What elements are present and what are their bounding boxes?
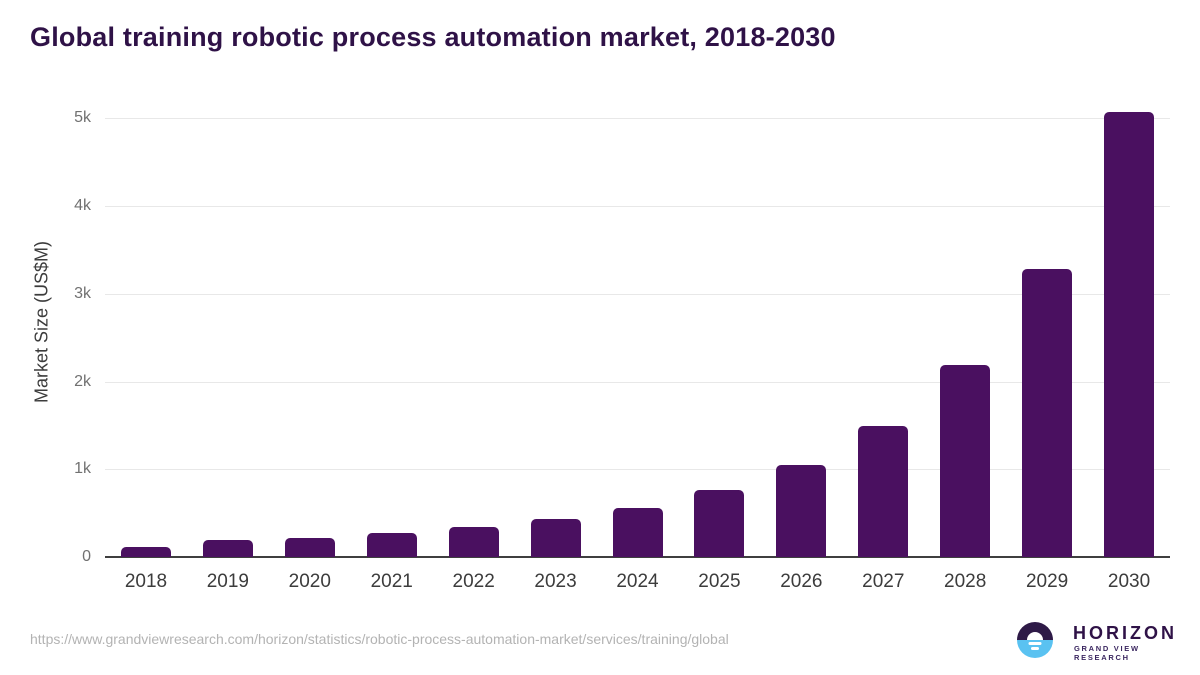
x-tick-label: 2028 bbox=[944, 571, 987, 592]
gridline bbox=[105, 381, 1170, 383]
x-tick-label: 2018 bbox=[124, 571, 168, 592]
x-tick-label: 2022 bbox=[452, 571, 495, 592]
bar-2021 bbox=[366, 532, 417, 557]
source-url: https://www.grandviewresearch.com/horizo… bbox=[30, 631, 729, 647]
bar-2030 bbox=[1104, 111, 1155, 557]
chart-title: Global training robotic process automati… bbox=[30, 22, 836, 52]
y-tick-label: 1k bbox=[74, 460, 91, 478]
bar-2024 bbox=[612, 507, 663, 557]
x-axis-line bbox=[105, 556, 1170, 558]
bar-2027 bbox=[858, 425, 909, 557]
x-tick-label: 2026 bbox=[780, 571, 823, 592]
bar-2026 bbox=[776, 464, 827, 557]
bar-2018 bbox=[120, 546, 171, 557]
x-tick-label: 2030 bbox=[1107, 571, 1151, 592]
x-tick-label: 2021 bbox=[370, 571, 413, 592]
bar-2022 bbox=[448, 527, 499, 557]
bar-2020 bbox=[284, 537, 335, 557]
logo-subtitle-text: GRAND VIEW RESEARCH bbox=[1074, 644, 1140, 662]
plot-area: 0 1k 2k 3k 4k 5k 2018 2019 2020 2021 2022 2023 2024 2… bbox=[74, 100, 1170, 592]
y-axis-title: Market Size (US$M) bbox=[31, 240, 52, 404]
x-tick-label: 2023 bbox=[534, 571, 577, 592]
bar-2025 bbox=[694, 490, 745, 557]
y-tick-label: 2k bbox=[74, 372, 91, 390]
bar-2023 bbox=[530, 518, 581, 557]
logo-reflection-line bbox=[1028, 642, 1042, 645]
bar-2029 bbox=[1022, 268, 1073, 557]
x-tick-label: 2019 bbox=[206, 571, 250, 592]
x-tick-label: 2025 bbox=[698, 571, 741, 592]
bar-2028 bbox=[940, 364, 991, 557]
horizon-logo-icon bbox=[1017, 622, 1053, 658]
x-tick-label: 2027 bbox=[862, 571, 905, 592]
logo-sun-icon bbox=[1027, 632, 1043, 640]
y-tick-label: 4k bbox=[74, 197, 91, 215]
logo-reflection-line bbox=[1031, 647, 1039, 650]
gridline bbox=[105, 206, 1170, 208]
y-tick-label: 0 bbox=[82, 548, 91, 565]
y-tick-label: 3k bbox=[74, 284, 91, 302]
x-tick-label: 2024 bbox=[616, 571, 659, 592]
gridline bbox=[105, 118, 1170, 120]
gridline bbox=[105, 469, 1170, 471]
logo-sky-half bbox=[1017, 622, 1053, 640]
gridline bbox=[105, 293, 1170, 295]
x-tick-label: 2020 bbox=[288, 571, 331, 592]
x-tick-label: 2029 bbox=[1025, 571, 1069, 592]
bar-2019 bbox=[202, 539, 253, 557]
y-tick-label: 5k bbox=[74, 109, 91, 127]
horizon-logo: HORIZON GRAND VIEW RESEARCH bbox=[1017, 620, 1177, 662]
logo-brand-text: HORIZON bbox=[1073, 623, 1177, 643]
